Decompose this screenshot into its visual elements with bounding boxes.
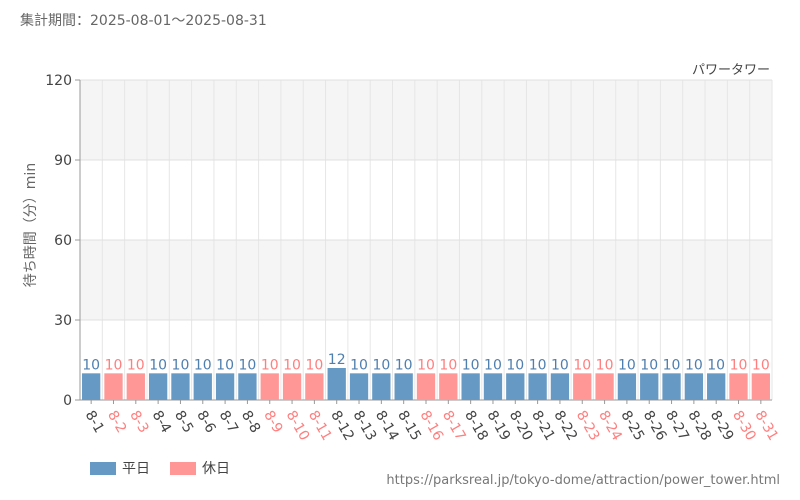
data-label: 10 bbox=[239, 357, 257, 373]
data-label: 10 bbox=[663, 357, 681, 373]
data-label: 10 bbox=[216, 357, 234, 373]
data-label: 10 bbox=[484, 357, 502, 373]
data-label: 10 bbox=[149, 357, 167, 373]
bar[interactable] bbox=[684, 373, 704, 400]
bar[interactable] bbox=[729, 373, 748, 400]
bar[interactable] bbox=[461, 373, 480, 400]
legend-swatch-holiday bbox=[170, 461, 196, 475]
bar[interactable] bbox=[238, 373, 257, 400]
y-tick-label: 60 bbox=[54, 233, 72, 249]
bar[interactable] bbox=[104, 373, 123, 400]
data-label: 10 bbox=[752, 357, 770, 373]
bar[interactable] bbox=[707, 373, 726, 400]
y-axis-label: 待ち時間（分）min bbox=[23, 163, 39, 287]
data-label: 10 bbox=[506, 357, 524, 373]
bar[interactable] bbox=[215, 373, 235, 400]
bar[interactable] bbox=[193, 373, 212, 400]
data-label: 10 bbox=[395, 357, 413, 373]
data-label: 10 bbox=[730, 357, 748, 373]
bar[interactable] bbox=[260, 373, 279, 400]
legend-label-holiday: 休日 bbox=[202, 461, 230, 477]
data-label: 10 bbox=[573, 357, 591, 373]
data-label: 10 bbox=[127, 357, 145, 373]
data-label: 10 bbox=[261, 357, 279, 373]
bars-group: 10 8-1 10 8-2 10 8-3 10 8-4 10 8-5 10 8-6 10 8-7 10 8-8… bbox=[82, 352, 781, 444]
x-tick-label: 8-3 bbox=[126, 408, 151, 436]
bar[interactable] bbox=[349, 373, 369, 400]
bar[interactable] bbox=[439, 373, 458, 400]
x-tick-label: 8-5 bbox=[171, 408, 196, 436]
y-tick-label: 0 bbox=[63, 393, 72, 409]
period-label: 集計期間：2025-08-01～2025-08-31 bbox=[20, 13, 267, 29]
bar[interactable] bbox=[573, 373, 592, 400]
bar[interactable] bbox=[282, 373, 302, 400]
bar[interactable] bbox=[327, 368, 346, 400]
legend-swatch-weekday bbox=[90, 461, 116, 475]
x-tick-label: 8-31 bbox=[751, 408, 781, 444]
data-label: 10 bbox=[618, 357, 636, 373]
data-label: 10 bbox=[194, 357, 212, 373]
bar[interactable] bbox=[148, 373, 168, 400]
bar[interactable] bbox=[305, 373, 324, 400]
data-label: 10 bbox=[707, 357, 725, 373]
x-tick-label: 8-7 bbox=[216, 408, 241, 436]
data-label: 10 bbox=[529, 357, 547, 373]
legend-item-weekday[interactable]: 平日 bbox=[90, 458, 150, 478]
data-label: 10 bbox=[439, 357, 457, 373]
legend-label-weekday: 平日 bbox=[122, 461, 150, 477]
plot-band bbox=[80, 240, 772, 320]
data-label: 10 bbox=[82, 357, 100, 373]
legend-item-holiday[interactable]: 休日 bbox=[170, 458, 230, 478]
plot-band bbox=[80, 160, 772, 240]
bar[interactable] bbox=[550, 373, 570, 400]
bar[interactable] bbox=[82, 373, 101, 400]
x-tick-label: 8-8 bbox=[238, 408, 263, 436]
bar[interactable] bbox=[528, 373, 547, 400]
legend: 平日 休日 bbox=[90, 458, 230, 478]
bar[interactable] bbox=[662, 373, 681, 400]
data-label: 12 bbox=[328, 352, 346, 368]
data-label: 10 bbox=[551, 357, 569, 373]
data-label: 10 bbox=[417, 357, 435, 373]
bar[interactable] bbox=[617, 373, 637, 400]
data-label: 10 bbox=[685, 357, 703, 373]
x-tick-label: 8-1 bbox=[82, 408, 107, 436]
source-url: https://parksreal.jp/tokyo-dome/attracti… bbox=[386, 473, 780, 488]
bar[interactable] bbox=[372, 373, 391, 400]
bar[interactable] bbox=[394, 373, 413, 400]
bar[interactable] bbox=[483, 373, 503, 400]
data-label: 10 bbox=[596, 357, 614, 373]
bar[interactable] bbox=[640, 373, 659, 400]
data-label: 10 bbox=[350, 357, 368, 373]
data-label: 10 bbox=[372, 357, 390, 373]
x-tick-label: 8-6 bbox=[193, 408, 218, 436]
bar[interactable] bbox=[595, 373, 614, 400]
x-tick-label: 8-2 bbox=[104, 408, 129, 436]
data-label: 10 bbox=[105, 357, 123, 373]
data-label: 10 bbox=[305, 357, 323, 373]
bar[interactable] bbox=[126, 373, 145, 400]
plot-band bbox=[80, 80, 772, 160]
data-label: 10 bbox=[462, 357, 480, 373]
x-tick-label: 8-4 bbox=[149, 408, 174, 436]
bar[interactable] bbox=[751, 373, 770, 400]
y-tick-label: 90 bbox=[54, 153, 72, 169]
y-tick-label: 120 bbox=[45, 73, 72, 89]
bar[interactable] bbox=[506, 373, 525, 400]
x-tick-label: 8-9 bbox=[260, 408, 285, 436]
bar[interactable] bbox=[416, 373, 436, 400]
data-label: 10 bbox=[640, 357, 658, 373]
data-label: 10 bbox=[283, 357, 301, 373]
bar[interactable] bbox=[171, 373, 190, 400]
chart-title: パワータワー bbox=[692, 63, 770, 78]
data-label: 10 bbox=[172, 357, 190, 373]
y-tick-label: 30 bbox=[54, 313, 72, 329]
